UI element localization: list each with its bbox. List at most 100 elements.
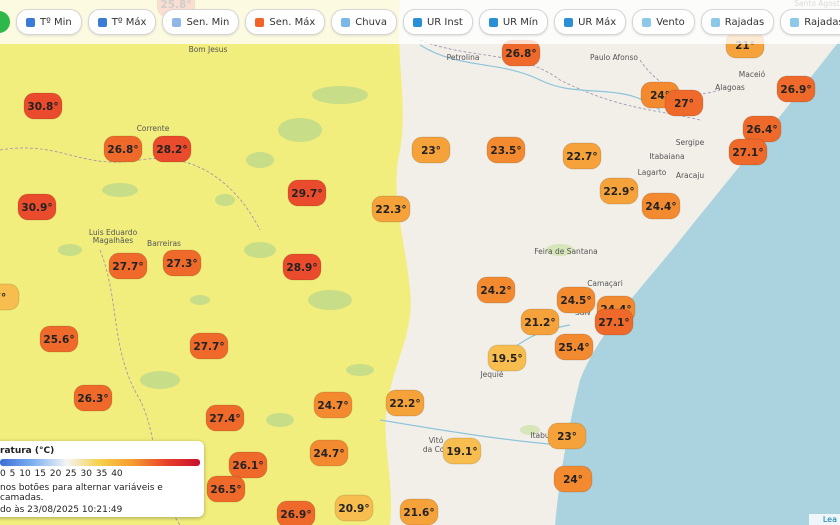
marker-label: 30.9° [21, 202, 52, 214]
button-icon [488, 17, 498, 27]
place-label: Jequié [479, 370, 503, 379]
temperature-marker[interactable]: 22.9° [599, 177, 639, 205]
marker-badge [399, 498, 439, 525]
marker-badge [487, 344, 527, 372]
temperature-marker[interactable]: 20.9° [334, 494, 374, 522]
temperature-marker[interactable]: 21.6° [399, 498, 439, 525]
button-icon [412, 17, 422, 27]
place-label: Itabaiana [649, 152, 684, 161]
temperature-marker[interactable]: 23.5° [486, 136, 526, 164]
marker-badge [282, 253, 322, 281]
temperature-marker[interactable]: 24.5° [556, 286, 596, 314]
attribution[interactable]: Lea [808, 514, 840, 525]
temperature-marker[interactable]: 27.1° [728, 138, 768, 166]
toolbar-button[interactable]: Sen. Min [162, 9, 240, 35]
temperature-marker[interactable]: 19.5° [487, 344, 527, 372]
marker-badge [206, 475, 246, 503]
temperature-marker[interactable]: 27° [664, 89, 704, 117]
temperature-marker[interactable]: 26.9° [776, 75, 816, 103]
toolbar: Tº Min Tº Máx Sen. Min Sen. Máx Chuva UR Inst… [0, 0, 840, 44]
marker-label: 21.6° [403, 507, 434, 519]
marker-badge [641, 192, 681, 220]
marker-label: 29.7° [291, 188, 322, 200]
toolbar-button[interactable]: Sen. Máx [245, 9, 326, 35]
marker-badge [103, 135, 143, 163]
temperature-marker[interactable]: 26.1° [228, 451, 268, 479]
marker-label: 28.9° [286, 262, 317, 274]
toolbar-button[interactable]: Rajadas Max [780, 9, 840, 35]
status-dot[interactable] [0, 11, 10, 33]
scale-label: 35 [95, 469, 108, 479]
marker-badge [287, 179, 327, 207]
place-label: Corrente [137, 124, 170, 133]
marker-label: 24.4° [645, 201, 676, 213]
toolbar-button[interactable]: UR Inst [402, 9, 473, 35]
temperature-marker[interactable]: 24.7° [313, 391, 353, 419]
temperature-marker[interactable]: 28.9° [282, 253, 322, 281]
temperature-marker[interactable]: 22.3° [371, 195, 411, 223]
temperature-marker[interactable]: 30.9° [17, 193, 57, 221]
marker-label: 30.8° [27, 101, 58, 113]
toolbar-button[interactable]: Tº Min [16, 9, 82, 35]
marker-label: 19.5° [491, 353, 522, 365]
temperature-marker[interactable]: 26.9° [276, 500, 316, 525]
temperature-marker[interactable]: 25.6° [39, 325, 79, 353]
toolbar-button[interactable]: Tº Máx [87, 9, 157, 35]
marker-label: 24° [563, 474, 583, 486]
places: Bom Jesus Petrolina Paulo Afonso Maceió Alag… [89, 0, 840, 454]
marker-label: 27.1° [732, 147, 763, 159]
marker-label: 24° [650, 90, 670, 102]
marker-badge [371, 195, 411, 223]
temperature-marker[interactable]: 26.5° [206, 475, 246, 503]
place-label: Aracaju [676, 171, 705, 180]
temperature-marker[interactable]: 23° [411, 136, 451, 164]
temperature-marker[interactable]: 27.7° [189, 332, 229, 360]
button-label: Tº Máx [111, 16, 147, 28]
toolbar-button[interactable]: UR Máx [554, 9, 627, 35]
temperature-marker[interactable]: 23° [547, 422, 587, 450]
temperature-marker[interactable]: 26.4° [742, 115, 782, 143]
marker-label: 26.9° [780, 84, 811, 96]
marker-label: 22.2° [389, 398, 420, 410]
temperature-marker[interactable]: 28.2° [152, 135, 192, 163]
temperature-marker[interactable]: 30.8° [23, 92, 63, 120]
marker-label: 22.9° [603, 186, 634, 198]
place-label: Itabu [530, 431, 550, 440]
temperature-marker[interactable]: 7° [0, 283, 20, 311]
toolbar-button[interactable]: Chuva [331, 9, 397, 35]
temperature-marker[interactable]: 26.8° [501, 39, 541, 67]
toolbar-button[interactable]: UR Mín [478, 9, 549, 35]
temperature-marker[interactable]: 27.7° [108, 252, 148, 280]
marker-badge [556, 286, 596, 314]
toolbar-button[interactable]: Vento [632, 9, 695, 35]
marker-label: 26.4° [746, 124, 777, 136]
button-icon [564, 17, 574, 27]
marker-badge [599, 177, 639, 205]
marker-label: 28.2° [156, 144, 187, 156]
temperature-marker[interactable]: 26.8° [103, 135, 143, 163]
temperature-marker[interactable]: 29.7° [287, 179, 327, 207]
marker-badge [562, 142, 602, 170]
temperature-marker[interactable]: 24.2° [476, 276, 516, 304]
temperature-marker[interactable]: 25.4° [554, 333, 594, 361]
toolbar-button[interactable]: Rajadas [700, 9, 775, 35]
temperature-marker[interactable]: 27.4° [205, 404, 245, 432]
temperature-marker[interactable]: 26.3° [73, 384, 113, 412]
temperature-marker[interactable]: 24.4° [641, 192, 681, 220]
marker-badge [664, 89, 704, 117]
temperature-marker[interactable]: 19.1° [442, 437, 482, 465]
scale-label: 10 [19, 469, 31, 479]
temperature-marker[interactable]: 22.2° [385, 389, 425, 417]
legend-gradient [0, 459, 200, 466]
temperature-marker[interactable]: 24.7° [309, 439, 349, 467]
button-label: Sen. Min [186, 16, 230, 28]
temperature-marker[interactable]: 27.3° [162, 249, 202, 277]
temperature-marker[interactable]: 24° [553, 465, 593, 493]
temperature-marker[interactable]: 22.7° [562, 142, 602, 170]
temperature-marker[interactable]: 27.1° [594, 308, 634, 336]
place-label: Petrolina [447, 53, 480, 62]
marker-badge [162, 249, 202, 277]
button-icon [172, 17, 182, 27]
scale-label: 30 [80, 469, 92, 479]
temperature-marker[interactable]: 21.2° [520, 308, 560, 336]
